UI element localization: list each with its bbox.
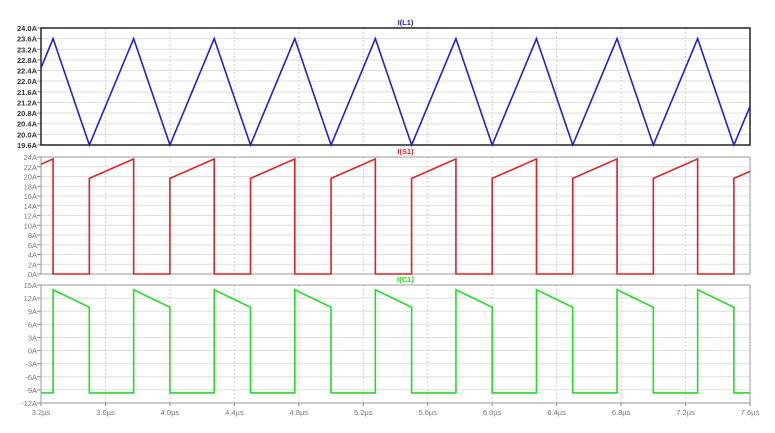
y-tick-label: 18A bbox=[24, 182, 37, 191]
y-tick-label: 8A bbox=[28, 231, 37, 240]
y-tick-label: 20.0A bbox=[17, 130, 38, 139]
y-tick-label: 14A bbox=[24, 202, 37, 211]
trace-title: I(L1) bbox=[398, 18, 414, 27]
y-tick-label: 19.6A bbox=[17, 141, 38, 150]
y-tick-label: -9A bbox=[25, 386, 37, 395]
y-tick-label: 20.8A bbox=[17, 109, 38, 118]
y-tick-label: 10A bbox=[24, 221, 37, 230]
y-tick-label: -12A bbox=[21, 399, 37, 408]
trace-line bbox=[40, 157, 751, 275]
y-tick-label: 12A bbox=[24, 294, 37, 303]
y-tick-label: -6A bbox=[25, 373, 37, 382]
y-tick-label: 6A bbox=[28, 241, 37, 250]
y-tick-label: 0A bbox=[28, 270, 37, 279]
y-tick-label: 21.6A bbox=[17, 88, 38, 97]
trace-title: I(S1) bbox=[397, 147, 414, 156]
y-tick-label: 22.0A bbox=[17, 77, 38, 86]
x-tick-label: 7.6µs bbox=[741, 408, 760, 417]
x-tick-label: 6.8µs bbox=[612, 408, 631, 417]
y-tick-label: 22.4A bbox=[17, 67, 38, 76]
y-tick-label: 23.2A bbox=[17, 45, 38, 54]
y-tick-label: 15A bbox=[24, 281, 37, 290]
y-tick-label: 24.0A bbox=[17, 24, 38, 33]
y-tick-label: -3A bbox=[25, 360, 37, 369]
plot-frame bbox=[40, 284, 751, 404]
x-tick-label: 5.6µs bbox=[418, 408, 437, 417]
x-tick-label: 6.4µs bbox=[547, 408, 566, 417]
y-tick-label: 23.6A bbox=[17, 35, 38, 44]
trace-line bbox=[41, 288, 750, 394]
y-tick-label: 0A bbox=[28, 347, 37, 356]
y-tick-label: 20A bbox=[24, 173, 37, 182]
plot-frame bbox=[40, 27, 751, 146]
y-tick-label: 22A bbox=[24, 163, 37, 172]
y-tick-label: 3A bbox=[28, 333, 37, 342]
y-tick-label: 24A bbox=[24, 153, 37, 162]
y-tick-label: 22.8A bbox=[17, 56, 38, 65]
panel-ic1: -12A -9A -6A -3A 0A 3A 6A 9A 12A 15A I(C1) 3.2µs 3.6… bbox=[21, 275, 759, 417]
x-tick-label: 3.2µs bbox=[32, 408, 51, 417]
x-tick-label: 4.8µs bbox=[290, 408, 309, 417]
y-tick-label: 16A bbox=[24, 192, 37, 201]
y-tick-label: 21.2A bbox=[17, 98, 38, 107]
y-tick-label: 9A bbox=[28, 307, 37, 316]
y-tick-label: 2A bbox=[28, 260, 37, 269]
y-tick-label: 6A bbox=[28, 320, 37, 329]
y-tick-label: 12A bbox=[24, 212, 37, 221]
x-tick-label: 6.0µs bbox=[483, 408, 502, 417]
x-tick-label: 4.4µs bbox=[225, 408, 244, 417]
trace-title: I(C1) bbox=[397, 275, 414, 284]
x-tick-label: 7.2µs bbox=[676, 408, 695, 417]
x-tick-label: 5.2µs bbox=[354, 408, 373, 417]
y-tick-label: 20.4A bbox=[17, 120, 38, 129]
x-tick-label: 4.0µs bbox=[161, 408, 180, 417]
trace-line bbox=[40, 36, 751, 148]
x-tick-label: 3.6µs bbox=[96, 408, 115, 417]
y-tick-label: 4A bbox=[28, 251, 37, 260]
